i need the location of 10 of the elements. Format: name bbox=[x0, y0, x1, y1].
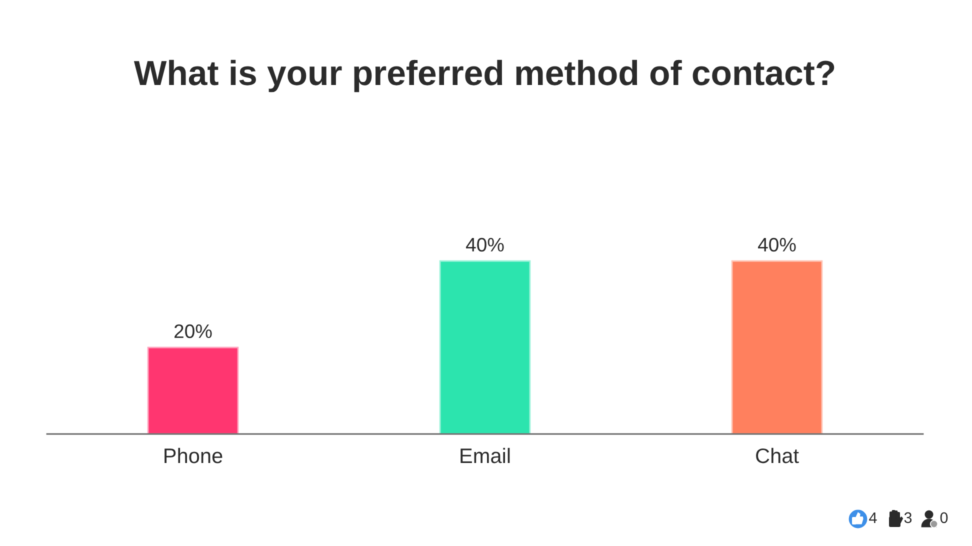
chart-title: What is your preferred method of contact? bbox=[134, 60, 834, 92]
x-tick-label: Chat bbox=[756, 448, 799, 464]
x-tick-label: Phone bbox=[164, 448, 222, 464]
data-label: 40% bbox=[758, 238, 796, 252]
text: 3 bbox=[904, 512, 912, 524]
data-label: 40% bbox=[466, 238, 504, 252]
text: 4 bbox=[869, 512, 877, 523]
text: 0 bbox=[940, 512, 948, 524]
data-label: 20% bbox=[174, 324, 212, 338]
x-tick-label: Email bbox=[460, 448, 510, 464]
